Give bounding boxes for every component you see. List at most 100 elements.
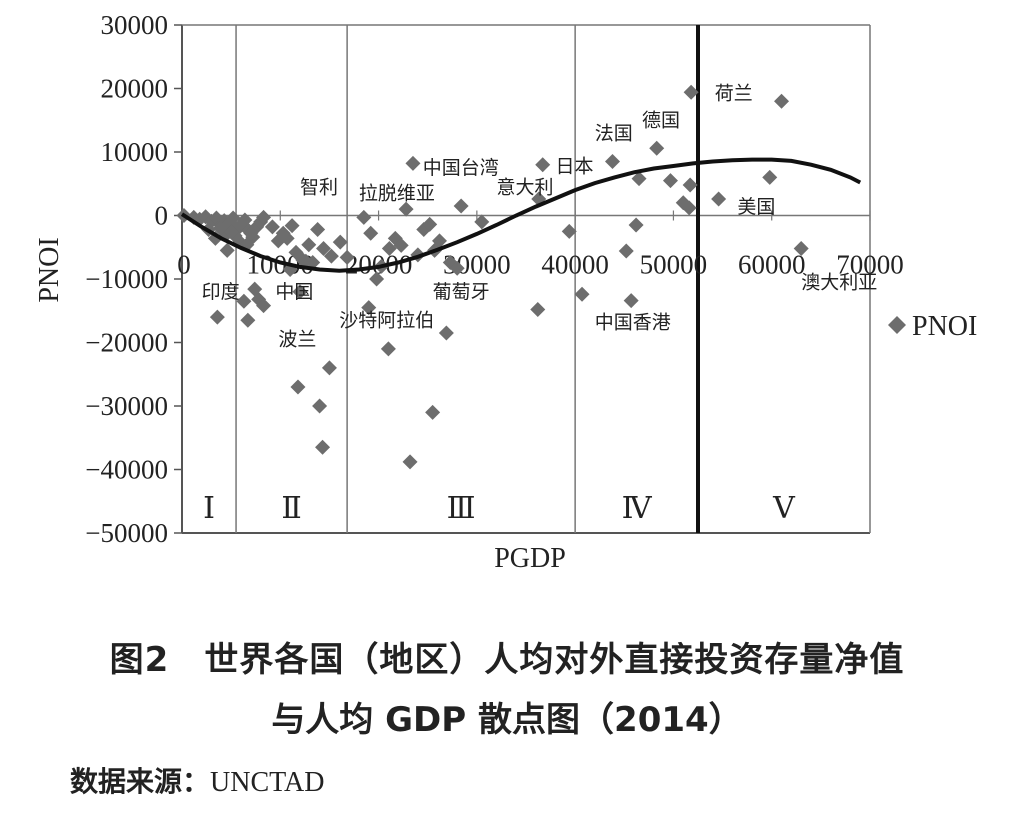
data-point — [425, 404, 441, 420]
data-point — [398, 201, 414, 217]
figure-caption-line2: 与人均 GDP 散点图（2014） — [271, 700, 743, 740]
data-source-label: 数据来源： — [70, 765, 211, 798]
x-tick-label: 60000 — [738, 250, 806, 280]
data-point — [290, 379, 306, 395]
data-point — [381, 241, 397, 257]
data-point — [240, 312, 256, 328]
scatter-chart: 30000 20000 10000 0 −10000 −20000 −30000 −40000… — [34, 10, 977, 574]
data-point — [316, 241, 332, 257]
region-labels: Ⅰ Ⅱ Ⅲ Ⅳ Ⅴ — [203, 492, 796, 525]
data-point — [449, 260, 465, 276]
data-point — [623, 293, 639, 309]
data-point — [682, 177, 698, 193]
data-point — [604, 154, 620, 170]
data-point — [432, 233, 448, 249]
point-annotation: 日本 — [555, 155, 593, 177]
figure-caption-line1: 图2 世界各国（地区）人均对外直接投资存量净值 — [109, 640, 905, 680]
data-point — [247, 281, 263, 297]
data-point — [628, 217, 644, 233]
x-axis-title: PGDP — [494, 543, 566, 574]
data-point — [402, 454, 418, 470]
y-tick-label: 20000 — [101, 74, 169, 104]
point-annotation: 澳大利亚 — [801, 272, 877, 294]
data-point — [422, 216, 438, 232]
point-annotation: 印度 — [202, 281, 240, 303]
data-point — [774, 93, 790, 109]
data-point — [315, 439, 331, 455]
y-tick-label: 30000 — [101, 10, 169, 40]
point-annotation: 德国 — [642, 110, 680, 132]
point-annotation: 意大利 — [497, 176, 554, 198]
data-point — [535, 157, 551, 173]
data-point — [631, 171, 647, 187]
data-point — [662, 173, 678, 189]
data-point — [219, 242, 235, 258]
data-point — [284, 218, 300, 234]
data-point — [618, 243, 634, 259]
y-axis-title: PNOI — [34, 237, 65, 302]
data-point — [292, 284, 308, 300]
data-point — [212, 220, 228, 236]
legend-label: PNOI — [912, 311, 977, 342]
data-points — [176, 84, 809, 470]
data-point — [279, 230, 295, 246]
y-tick-label: −10000 — [85, 264, 168, 294]
data-point — [363, 225, 379, 241]
y-tick-label: −50000 — [85, 518, 168, 548]
legend-marker — [888, 316, 906, 334]
x-tick-label: 0 — [177, 250, 191, 280]
point-annotation: 沙特阿拉伯 — [339, 310, 434, 332]
data-point — [438, 325, 454, 341]
point-annotation: 波兰 — [278, 329, 316, 351]
data-point — [310, 221, 326, 237]
y-tick-label: −40000 — [85, 455, 168, 485]
point-annotation: 拉脱维亚 — [359, 183, 435, 205]
data-point — [323, 248, 339, 264]
point-annotation: 中国 — [275, 281, 313, 303]
region-label: Ⅳ — [622, 492, 653, 525]
point-annotation: 美国 — [737, 196, 775, 218]
data-point — [339, 249, 355, 265]
data-point — [649, 140, 665, 156]
data-source-value: UNCTAD — [210, 767, 325, 798]
trend-line — [180, 157, 862, 273]
data-point — [453, 198, 469, 214]
data-point — [332, 234, 348, 250]
data-point — [301, 237, 317, 253]
data-point — [762, 169, 778, 185]
point-annotation: 葡萄牙 — [433, 281, 490, 303]
point-annotation: 法国 — [595, 122, 633, 144]
data-point — [356, 209, 372, 225]
region-label: Ⅲ — [447, 492, 476, 525]
region-label: Ⅰ — [203, 492, 215, 525]
data-point — [243, 225, 259, 241]
data-point — [393, 237, 409, 253]
y-tick-label: 10000 — [101, 137, 169, 167]
region-label: Ⅴ — [772, 492, 796, 525]
data-point — [530, 301, 546, 317]
x-tick-label: 70000 — [836, 250, 904, 280]
data-point — [369, 271, 385, 287]
data-point — [683, 84, 699, 100]
point-annotation: 荷兰 — [715, 82, 753, 104]
data-point — [256, 209, 272, 225]
data-point — [256, 298, 272, 314]
data-point — [298, 253, 314, 269]
data-point — [561, 223, 577, 239]
data-point — [236, 293, 252, 309]
point-annotation: 中国台湾 — [423, 157, 499, 179]
data-point — [681, 200, 697, 216]
region-label: Ⅱ — [281, 492, 301, 525]
data-point — [574, 286, 590, 302]
x-tick-label: 40000 — [541, 250, 609, 280]
data-point — [711, 191, 727, 207]
data-point — [312, 398, 328, 414]
point-annotation: 智利 — [300, 176, 338, 198]
point-annotation: 中国香港 — [595, 312, 671, 334]
y-tick-label: −30000 — [85, 391, 168, 421]
x-tick-label: 50000 — [640, 250, 708, 280]
data-point — [321, 360, 337, 376]
data-source: 数据来源：UNCTAD — [70, 760, 324, 800]
data-point — [361, 300, 377, 316]
